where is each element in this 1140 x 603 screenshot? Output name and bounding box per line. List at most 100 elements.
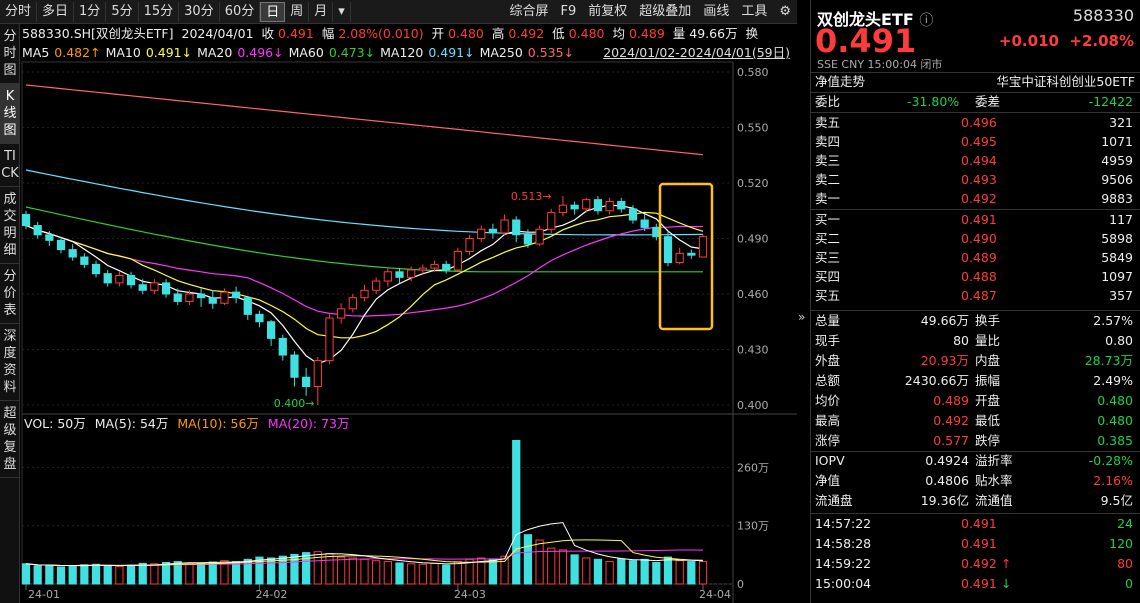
tick-row: 14:58:28 0.491 120 bbox=[811, 534, 1140, 554]
ma-legend-items: MA5 0.482↑ MA10 0.491↓ MA20 0.496↓ MA60 0.473↓ M… bbox=[22, 45, 579, 60]
ma-value: 0.535↓ bbox=[527, 45, 575, 60]
kline-chart[interactable]: 0.580 0.550 0.520 0.490 0.460 0.430 0.400 260万 1… bbox=[0, 0, 797, 603]
stat-label: 均价 bbox=[815, 393, 841, 408]
left-tab[interactable]: 深度资料 bbox=[0, 324, 20, 401]
stat-value: 0.480 bbox=[1097, 413, 1133, 428]
candle-body bbox=[126, 275, 136, 286]
stat-label: 外盘 bbox=[815, 353, 841, 368]
code-name: 588330.SH[双创龙头ETF] bbox=[22, 26, 174, 41]
period-tab[interactable]: 1分 bbox=[74, 1, 107, 22]
period-tab[interactable]: 5分 bbox=[106, 1, 139, 22]
toolbar-button[interactable]: 超级叠加 bbox=[639, 3, 692, 19]
period-tab[interactable]: 周 bbox=[285, 1, 310, 22]
info-icon[interactable]: ⓘ bbox=[919, 13, 934, 29]
candle-body bbox=[698, 236, 708, 258]
index-name: 华宝中证科创创业50ETF bbox=[996, 74, 1135, 89]
toolbar-button[interactable]: 综合屏 bbox=[509, 3, 549, 19]
candle-body bbox=[453, 250, 462, 271]
candle-body bbox=[430, 263, 439, 269]
candle-body bbox=[558, 204, 568, 214]
stat-label: 总量 bbox=[815, 313, 841, 328]
ask-volume: 4959 bbox=[1101, 153, 1133, 168]
ask-row: 卖一 0.492 9883 bbox=[811, 189, 1140, 209]
volume-bar bbox=[547, 547, 556, 585]
candle-body bbox=[512, 219, 521, 236]
period-tab[interactable]: 月 bbox=[309, 1, 334, 22]
volume-bar bbox=[348, 557, 357, 585]
stat-label: 换手 bbox=[975, 313, 1001, 328]
panel-collapse-icon[interactable]: » bbox=[798, 310, 806, 324]
period-tab[interactable]: ▾ bbox=[333, 1, 351, 22]
etf-stat-label: 溢折率 bbox=[975, 453, 1013, 468]
ma-value: 0.482↑ bbox=[54, 45, 101, 60]
ask-volume: 9506 bbox=[1101, 172, 1133, 187]
stat-value: 0.80 bbox=[1105, 333, 1133, 348]
period-tab[interactable]: 分时 bbox=[0, 1, 38, 22]
avg-value: 0.489 bbox=[628, 26, 665, 41]
ask-row: 卖五 0.496 321 bbox=[811, 113, 1140, 133]
candle-body bbox=[570, 204, 579, 210]
nav-trend-label: 净值走势 bbox=[815, 74, 866, 89]
candle-body bbox=[372, 280, 381, 291]
change-pct: +2.08% bbox=[1069, 32, 1134, 50]
ask-label: 卖四 bbox=[815, 134, 841, 149]
tick-direction-icon: ↓ bbox=[1001, 576, 1012, 591]
volume-bar bbox=[56, 566, 66, 585]
etf-stat-row: 净值 0.4806 贴水率 2.16% bbox=[811, 471, 1140, 491]
volume-bar bbox=[80, 564, 89, 585]
volume-bar bbox=[675, 560, 684, 585]
toolbar-button[interactable]: ⚙ bbox=[779, 3, 791, 19]
trend-row: 净值走势 华宝中证科创创业50ETF bbox=[811, 72, 1140, 92]
left-tab[interactable]: 超级复盘 bbox=[0, 401, 20, 478]
volume-bar bbox=[255, 556, 264, 585]
date-range[interactable]: 2024/01/02-2024/04/01(59日) bbox=[603, 45, 790, 60]
ask-row: 卖二 0.493 9506 bbox=[811, 170, 1140, 190]
period-tab[interactable]: 15分 bbox=[139, 1, 180, 22]
price-tick-label: 0.400 bbox=[737, 399, 769, 412]
tick-time: 14:58:28 bbox=[815, 536, 872, 551]
candle-body bbox=[138, 284, 147, 291]
period-tab[interactable]: 30分 bbox=[179, 1, 220, 22]
period-tab[interactable]: 60分 bbox=[220, 1, 261, 22]
volume-bar bbox=[267, 557, 276, 585]
left-tab[interactable]: 分价表 bbox=[0, 264, 20, 324]
left-tab[interactable]: 分时图 bbox=[0, 24, 20, 84]
candle-body bbox=[663, 236, 673, 264]
left-tab[interactable]: 成交明细 bbox=[0, 187, 20, 264]
weibi-value: -31.80% bbox=[907, 94, 960, 109]
etf-stat-value: 9.5亿 bbox=[1100, 493, 1133, 508]
candle-body bbox=[243, 297, 252, 315]
kline-info-bar: 588330.SH[双创龙头ETF] 2024/04/01 收 0.491 幅 2.… bbox=[22, 24, 797, 43]
stat-value: 49.66万 bbox=[920, 313, 969, 328]
ma-value: 0.491↓ bbox=[428, 45, 475, 60]
stat-value: 28.73万 bbox=[1084, 353, 1133, 368]
toolbar-button[interactable]: 画线 bbox=[703, 3, 730, 19]
weibi-row: 委比 -31.80% 委差 -12422 bbox=[811, 92, 1140, 112]
toolbar-button[interactable]: 工具 bbox=[741, 3, 768, 19]
vol-ma5-line bbox=[25, 522, 704, 567]
toolbar-button[interactable]: F9 bbox=[560, 3, 577, 19]
stat-value: 2.57% bbox=[1093, 313, 1133, 328]
period-tab[interactable]: 日 bbox=[260, 1, 286, 22]
period-tab[interactable]: 多日 bbox=[37, 1, 75, 22]
etf-stat-value: 19.36亿 bbox=[920, 493, 969, 508]
candle-body bbox=[395, 271, 404, 278]
candle-body bbox=[687, 252, 696, 256]
toolbar-button[interactable]: 前复权 bbox=[588, 3, 628, 19]
etf-stat-row: 流通盘 19.36亿 流通值 9.5亿 bbox=[811, 491, 1140, 511]
volume-bar bbox=[512, 439, 521, 585]
left-tab[interactable]: K线图 bbox=[0, 84, 20, 144]
volume-bar bbox=[535, 539, 544, 585]
stat-value: 2430.66万 bbox=[904, 373, 969, 388]
bid-row: 买二 0.490 5898 bbox=[811, 229, 1140, 249]
volume-bar bbox=[33, 565, 42, 585]
left-tab[interactable]: TICK bbox=[0, 144, 20, 187]
volume-legend: VOL: 50万 MA(5): 54万 MA(10): 56万 MA(20): … bbox=[24, 415, 355, 433]
stat-row: 总量 49.66万 换手 2.57% bbox=[811, 311, 1140, 331]
volume-bar bbox=[21, 563, 31, 585]
ma-label: MA250 bbox=[479, 45, 523, 60]
volume-bar bbox=[582, 557, 591, 585]
candle-body bbox=[56, 239, 66, 251]
x-tick-label: 24-01 bbox=[28, 588, 60, 601]
x-tick-label: 24-02 bbox=[255, 588, 287, 601]
